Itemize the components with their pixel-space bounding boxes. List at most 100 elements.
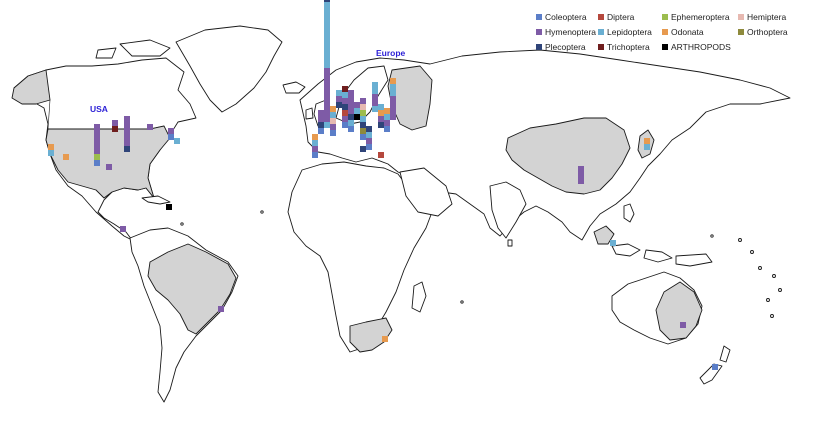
- bar-segment-hymenoptera: [348, 102, 354, 108]
- bar-segment-hymenoptera: [147, 124, 153, 130]
- bar-segment-plecoptera: [342, 104, 348, 110]
- legend-swatch: [536, 44, 542, 50]
- bar-segment-hymenoptera: [384, 120, 390, 126]
- bar-segment-hymenoptera: [348, 108, 354, 114]
- bar-segment-lepidoptera: [324, 26, 330, 32]
- legend-label: Hemiptera: [747, 12, 787, 22]
- bar-segment-hymenoptera: [324, 80, 330, 86]
- bar-segment-odonata: [644, 138, 650, 144]
- usa: [45, 125, 171, 199]
- bar-segment-lepidoptera: [384, 114, 390, 120]
- cuba: [141, 195, 171, 205]
- bar-segment-lepidoptera: [324, 8, 330, 14]
- arctic-islands: [95, 39, 171, 59]
- study-bars: [48, 0, 718, 370]
- bar-segment-lepidoptera: [174, 138, 180, 144]
- legend-label: Ephemeroptera: [671, 12, 730, 22]
- bar-segment-odonata: [63, 154, 69, 160]
- arabia: [399, 167, 453, 217]
- africa: [287, 161, 433, 353]
- bar-segment-ephemeroptera: [360, 110, 366, 116]
- bar-segment-hymenoptera: [94, 124, 100, 130]
- bar-segment-lepidoptera: [324, 62, 330, 68]
- legend-item-hymenoptera: Hymenoptera: [536, 27, 596, 37]
- legend-swatch: [662, 44, 668, 50]
- legend-item-ephemeroptera: Ephemeroptera: [662, 12, 730, 22]
- bar-segment-lepidoptera: [360, 116, 366, 122]
- bar-segment-odonata: [390, 78, 396, 84]
- bar-segment-odonata: [48, 144, 54, 150]
- bar-segment-hymenoptera: [120, 226, 126, 232]
- bar-segment-hymenoptera: [366, 138, 372, 144]
- bar-segment-lepidoptera: [390, 90, 396, 96]
- bar-segment-lepidoptera: [610, 240, 616, 246]
- bar-segment-hymenoptera: [124, 122, 130, 128]
- bar-segment-hymenoptera: [318, 110, 324, 116]
- bar-segment-odonata: [312, 134, 318, 140]
- bar-segment-hymenoptera: [390, 102, 396, 108]
- bar-segment-hymenoptera: [324, 74, 330, 80]
- bar-segment-lepidoptera: [342, 92, 348, 98]
- pacific-islands: [180, 210, 782, 318]
- bar-segment-hymenoptera: [324, 104, 330, 110]
- ireland: [305, 107, 314, 120]
- bar-segment-lepidoptera: [48, 150, 54, 156]
- alaska: [11, 69, 51, 105]
- bar-segment-hymenoptera: [324, 68, 330, 74]
- bar-segment-odonata: [378, 110, 384, 116]
- bar-segment-hymenoptera: [124, 128, 130, 134]
- malaysia: [593, 225, 615, 245]
- bar-segment-hymenoptera: [372, 94, 378, 100]
- bar-segment-hymenoptera: [378, 116, 384, 122]
- bar-segment-lepidoptera: [354, 108, 360, 114]
- legend-item-lepidoptera: Lepidoptera: [598, 27, 652, 37]
- bar-segment-odonata: [382, 336, 388, 342]
- bar-segment-hymenoptera: [94, 130, 100, 136]
- legend-swatch: [598, 29, 604, 35]
- bar-segment-hymenoptera: [342, 98, 348, 104]
- legend-swatch: [536, 29, 542, 35]
- bar-segment-hymenoptera: [578, 172, 584, 178]
- bar-segment-hymenoptera: [324, 92, 330, 98]
- bar-segment-lepidoptera: [324, 50, 330, 56]
- bar-segment-plecoptera: [324, 0, 330, 2]
- bar-segment-coleoptera: [342, 122, 348, 128]
- bar-segment-trichoptera: [112, 126, 118, 132]
- bar-segment-hymenoptera: [390, 108, 396, 114]
- bar-segment-hymenoptera: [390, 114, 396, 120]
- legend-item-hemiptera: Hemiptera: [738, 12, 786, 22]
- bar-segment-lepidoptera: [324, 20, 330, 26]
- greenland: [175, 25, 283, 113]
- legend-swatch: [738, 29, 744, 35]
- legend-swatch: [662, 14, 668, 20]
- bar-segment-hymenoptera: [94, 148, 100, 154]
- bar-segment-lepidoptera: [372, 82, 378, 88]
- bar-segment-plecoptera: [378, 122, 384, 128]
- bar-segment-hymenoptera: [124, 116, 130, 122]
- bar-segment-diptera: [342, 110, 348, 116]
- bar-segment-lepidoptera: [324, 44, 330, 50]
- bar-segment-plecoptera: [360, 122, 366, 128]
- bar-segment-lepidoptera: [324, 122, 330, 128]
- bar-segment-hymenoptera: [372, 100, 378, 106]
- bar-segment-hymenoptera: [390, 96, 396, 102]
- legend-item-orthoptera: Orthoptera: [738, 27, 788, 37]
- bar-segment-odonata: [330, 106, 336, 112]
- bar-segment-hymenoptera: [578, 178, 584, 184]
- bar-segment-coleoptera: [94, 160, 100, 166]
- philippines: [623, 203, 635, 223]
- bar-segment-hymenoptera: [168, 128, 174, 134]
- bar-segment-hemiptera: [330, 118, 336, 124]
- usa-label: USA: [90, 104, 108, 114]
- india: [489, 181, 527, 239]
- legend-label: Lepidoptera: [607, 27, 652, 37]
- legend-swatch: [598, 44, 604, 50]
- bar-segment-hymenoptera: [324, 98, 330, 104]
- bar-segment-coleoptera: [330, 130, 336, 136]
- bar-segment-diptera: [378, 152, 384, 158]
- bar-segment-lepidoptera: [330, 112, 336, 118]
- legend-label: Trichoptera: [607, 42, 650, 52]
- legend-swatch: [598, 14, 604, 20]
- bar-segment-hymenoptera: [218, 306, 224, 312]
- bar-segment-hymenoptera: [124, 134, 130, 140]
